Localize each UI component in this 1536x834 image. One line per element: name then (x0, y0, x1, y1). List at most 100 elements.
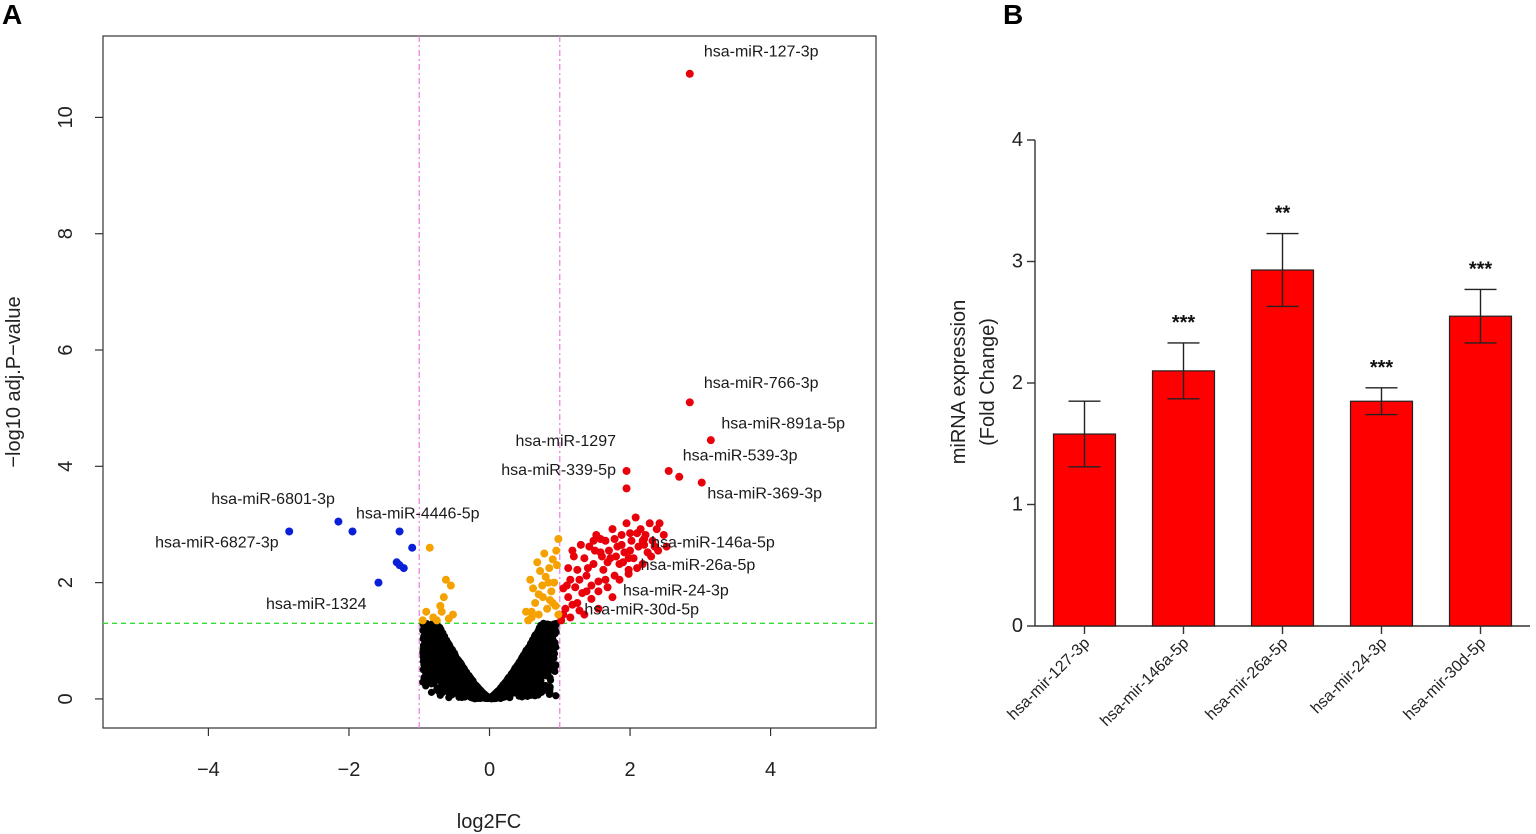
point-up (617, 530, 626, 539)
bar-y-axis-title-line1: miRNA expression (948, 300, 970, 465)
point-up (603, 558, 612, 567)
point-moderate (543, 604, 552, 613)
point-up-highlighted (675, 472, 684, 481)
bar (1349, 400, 1414, 627)
y-tick-label: 2 (55, 577, 77, 588)
point-up (603, 583, 612, 592)
mirna-label: hsa-miR-339-5p (501, 462, 616, 479)
point-moderate (439, 593, 448, 602)
point-moderate (554, 610, 563, 619)
point-down (395, 527, 404, 536)
point-up (608, 525, 617, 534)
significance-marker: *** (1469, 258, 1493, 280)
ns-point (433, 638, 442, 646)
point-up (576, 540, 585, 549)
point-moderate (534, 610, 543, 619)
point-up (582, 571, 591, 580)
point-up-highlighted (706, 436, 715, 445)
ns-point (521, 674, 529, 682)
point-up (564, 593, 573, 602)
point-moderate (533, 558, 542, 567)
point-up (611, 552, 620, 561)
point-moderate (540, 549, 549, 558)
point-moderate (529, 584, 538, 593)
ns-point (522, 652, 530, 661)
point-up (624, 565, 633, 574)
ns-point (448, 688, 456, 696)
ns-point (429, 632, 437, 640)
y-tick-label: 10 (55, 106, 77, 128)
point-moderate (538, 593, 547, 602)
point-up (573, 565, 582, 574)
volcano-plot: −4 −2 0 2 4 0 2 4 6 8 10 hsa-miR-127-3p hsa-miR-76… (3, 35, 877, 833)
ns-point (551, 639, 559, 647)
ns-point (504, 690, 512, 698)
point-moderate (444, 614, 453, 623)
ns-point (435, 684, 443, 693)
ns-point (535, 657, 543, 665)
point-up (640, 535, 649, 544)
ns-point (435, 625, 443, 633)
point-moderate (418, 616, 427, 625)
point-moderate (422, 607, 431, 616)
mirna-label: hsa-miR-891a-5p (721, 416, 845, 433)
point-up (587, 581, 596, 590)
point-up (633, 529, 642, 538)
point-down (334, 517, 343, 526)
point-up (564, 564, 573, 573)
ns-point (422, 668, 430, 677)
point-down (348, 527, 357, 536)
point-moderate (545, 564, 554, 573)
point-up (571, 583, 580, 592)
y-tick-label: 0 (55, 693, 77, 704)
mirna-label: hsa-miR-26a-5p (641, 557, 756, 574)
point-up (629, 554, 638, 563)
ns-point (512, 673, 520, 681)
bar (1250, 269, 1315, 627)
point-moderate (432, 616, 441, 625)
point-up (654, 546, 663, 555)
significant-points (285, 69, 715, 625)
y-tick-label: 6 (55, 344, 77, 355)
point-moderate (547, 587, 556, 596)
ns-point (447, 654, 456, 662)
point-moderate (441, 575, 450, 584)
point-up (631, 513, 640, 522)
point-up (580, 610, 589, 619)
point-up-highlighted (622, 484, 631, 493)
point-moderate (548, 555, 557, 564)
ns-point (470, 689, 479, 698)
ns-point (525, 645, 534, 654)
point-up (590, 546, 599, 555)
point-up-highlighted (594, 587, 603, 596)
significance-marker: *** (1370, 357, 1394, 379)
bar-category-label: hsa-mir-24-3p (1308, 635, 1391, 718)
y-tick-label: 8 (55, 228, 77, 239)
ns-point (537, 621, 545, 629)
point-up (566, 575, 575, 584)
mirna-label: hsa-miR-127-3p (704, 43, 819, 60)
bar-y-tick-label: 2 (1012, 372, 1023, 394)
ns-point (537, 682, 545, 691)
point-moderate (437, 607, 446, 616)
ns-point (441, 645, 449, 653)
ns-point (532, 630, 540, 638)
point-up (589, 560, 598, 569)
point-up (589, 536, 598, 545)
point-moderate (536, 566, 545, 575)
point-up (626, 529, 635, 538)
point-up (622, 519, 631, 528)
x-tick-label: 2 (624, 759, 635, 781)
point-moderate (425, 543, 434, 552)
point-moderate (538, 581, 547, 590)
mirna-label: hsa-miR-1324 (266, 596, 367, 613)
ns-point (440, 661, 448, 669)
point-moderate (446, 581, 455, 590)
point-down (285, 527, 294, 536)
point-moderate (527, 607, 536, 616)
ns-point (505, 680, 513, 689)
point-up (608, 593, 617, 602)
ns-point (455, 659, 463, 667)
point-up (633, 564, 642, 573)
